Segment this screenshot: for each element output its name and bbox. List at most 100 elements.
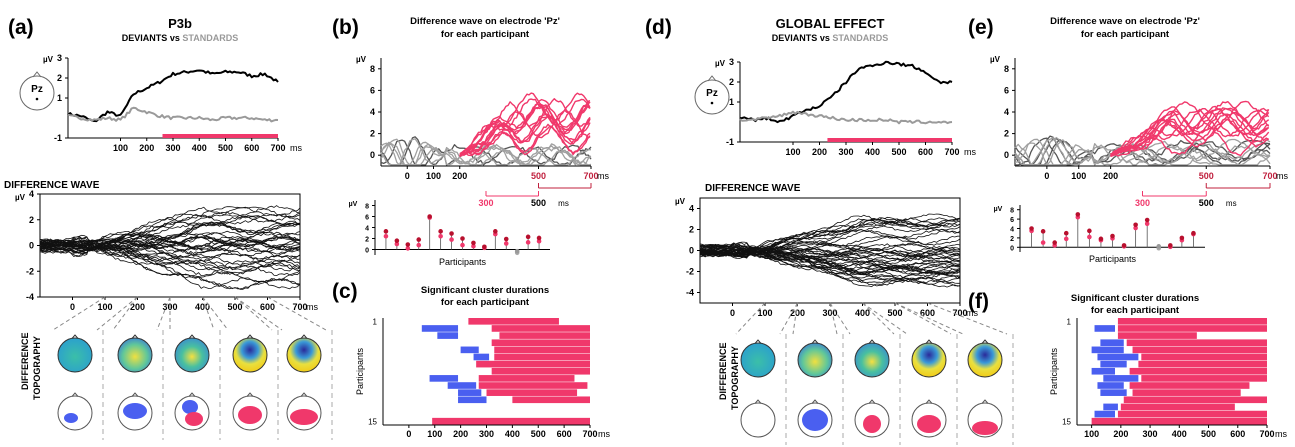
e-ytick-label: 0: [1004, 150, 1009, 160]
f-bar-early: [1100, 360, 1127, 368]
a-head-icon: [19, 75, 55, 111]
d-diff-ytick-label: -4: [686, 288, 694, 298]
d-diff-xtick-label: 100: [757, 308, 772, 318]
a-diff-wave-line: [39, 231, 301, 248]
e-xunit: ms: [1276, 171, 1288, 181]
d-diff-wave-line: [699, 245, 961, 287]
f-bar-significant: [1129, 382, 1250, 389]
b-window-unit: ms: [558, 199, 569, 208]
d-topo-dash: [894, 302, 964, 335]
a-topo-cluster-nose: [246, 392, 254, 397]
b-stems-stem-dot-late: [438, 229, 443, 234]
b-stems-stem-dot-late: [460, 236, 465, 241]
d-topo-topomap: [911, 342, 947, 378]
e-xtick-label: 0: [1044, 171, 1049, 181]
a-diff-wave-line: [39, 238, 301, 251]
panel-d-title: GLOBAL EFFECT: [775, 16, 885, 31]
d-diff-wave-line: [699, 213, 961, 253]
b-red-line: [459, 98, 591, 156]
b-red-line: [459, 98, 591, 157]
a-sig-bar: [162, 134, 278, 138]
a-topo-dash: [156, 296, 171, 331]
a-topo-cluster-nose: [300, 392, 308, 397]
a-topo-cluster-blob: [185, 412, 203, 426]
b-grey-line: [380, 138, 591, 166]
b-stems-xlabel: Participants: [439, 257, 487, 267]
c-xtick-label: 0: [406, 429, 411, 439]
f-bar-early: [1091, 346, 1124, 354]
panel-a-title: P3b: [168, 16, 192, 31]
e-stems-stem-dot-late: [1156, 244, 1162, 249]
panel-letter-c: (c): [332, 280, 358, 303]
b-stems-stem-dot-late: [536, 235, 542, 241]
e-ylabel: µV: [990, 55, 1001, 64]
a-diff-xtick-label: 700: [292, 302, 307, 312]
e-stems-stem-dot-early: [1087, 234, 1092, 240]
b-ytick-label: 4: [370, 107, 375, 117]
a-diff-xtick-label: 400: [195, 302, 210, 312]
a-xtick-label: 100: [113, 143, 128, 153]
c-bar-significant: [491, 339, 590, 347]
a-topo-cluster-nose: [71, 392, 79, 397]
b-stems-stem-dot-early: [449, 237, 454, 242]
c-xtick-label: 600: [557, 429, 572, 439]
f-xtick-label: 700: [1259, 429, 1274, 439]
d-diff-ylabel: µV: [675, 197, 686, 206]
a-diff-xunit: ms: [306, 302, 318, 312]
d-xtick-label: 600: [918, 147, 933, 157]
a-series-standards: [67, 106, 279, 123]
f-bar-significant: [1129, 367, 1267, 375]
d-diff-wave-line: [700, 217, 961, 254]
a-topo-cluster-blob: [238, 406, 262, 424]
d-xtick-label: 100: [785, 147, 800, 157]
c-bar-significant: [486, 389, 578, 396]
a-xtick-label: 200: [139, 143, 154, 153]
a-topo-cluster-nose: [131, 392, 139, 397]
e-grey-line: [1014, 136, 1271, 166]
e-xtick-label: 700: [1262, 171, 1277, 181]
a-electrode-label: Pz: [31, 84, 43, 95]
panel-b-title-2: for each participant: [440, 29, 530, 40]
b-ylabel: µV: [356, 55, 367, 64]
deviants-label: DEVIANTS: [121, 33, 168, 43]
a-diff-xtick-label: 100: [97, 302, 112, 312]
d-series-deviants: [739, 60, 953, 124]
e-xtick-label: 500: [1199, 171, 1214, 181]
a-topo-dash: [52, 296, 106, 331]
a-ytick-label: 1: [57, 93, 62, 103]
a-diff-wave-line: [40, 205, 301, 246]
c-ytick-label: 1: [373, 318, 378, 327]
standards-label: STANDARDS: [182, 33, 239, 43]
d-xtick-label: 200: [812, 147, 827, 157]
a-diff-ylabel: µV: [15, 193, 26, 202]
f-xtick-label: 600: [1230, 429, 1245, 439]
a-diff-wave-line: [39, 242, 301, 271]
c-bar-significant: [491, 325, 590, 332]
d-diff-xunit: ms: [966, 308, 978, 318]
panel-e-title-2: for each participant: [1080, 29, 1170, 40]
a-series-deviants: [67, 69, 279, 123]
b-xtick-label: 100: [426, 171, 441, 181]
d-diff-wave-line: [699, 247, 961, 263]
b-red-line: [459, 92, 591, 155]
a-diff-wave-line: [39, 239, 301, 253]
d-topo-cluster-blob: [802, 409, 828, 431]
e-stems-stem-dot-late: [1075, 212, 1081, 217]
d-topo-topomap: [797, 342, 833, 378]
b-window-label: 300: [478, 198, 493, 208]
d-topo-dash: [829, 302, 851, 335]
b-stems-ytick-label: 6: [365, 215, 369, 222]
d-topo-dash: [792, 302, 798, 335]
c-bar-significant: [512, 396, 590, 404]
a-topo-topomap-nose: [71, 334, 79, 339]
d-ylabel: µV: [715, 59, 726, 68]
panel-letter-a: (a): [8, 16, 34, 39]
a-diff-xtick-label: 200: [130, 302, 145, 312]
b-stems-stem-dot-early: [460, 242, 465, 248]
d-diff-wave-line: [699, 220, 961, 255]
d-diff-xtick-label: 500: [887, 308, 902, 318]
b-grey-line: [380, 138, 591, 166]
d-diff-wave-line: [699, 246, 961, 272]
a-xtick-label: 400: [192, 143, 207, 153]
e-red-line: [1110, 107, 1269, 157]
